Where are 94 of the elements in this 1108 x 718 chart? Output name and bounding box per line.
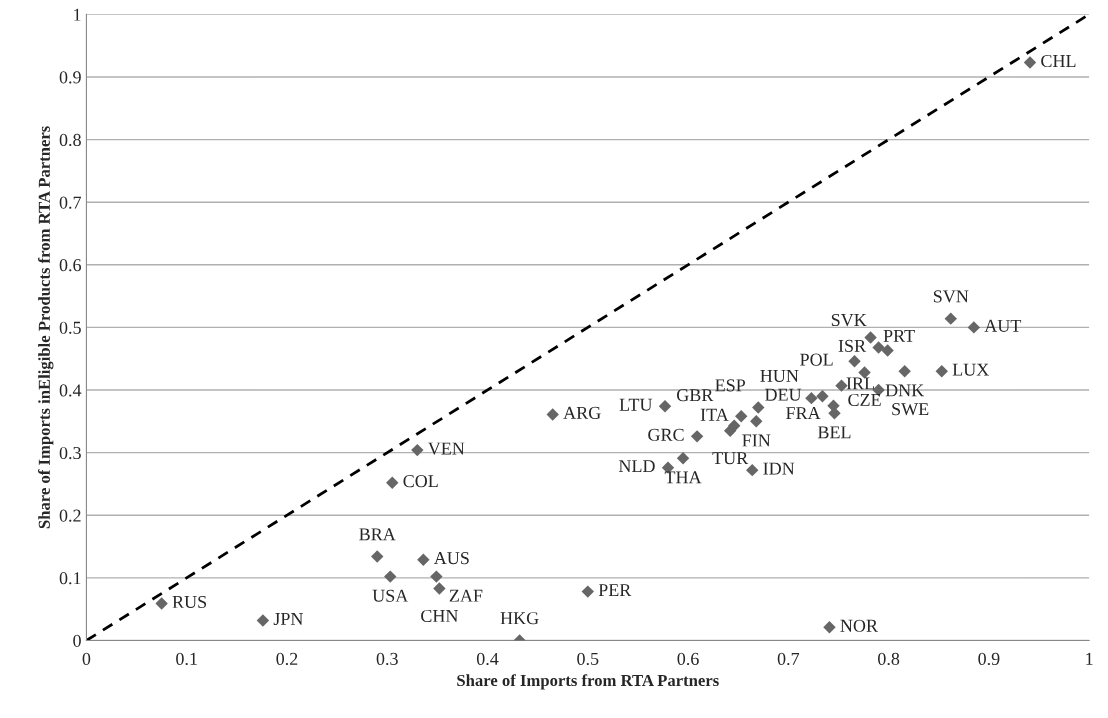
annotation: USA — [372, 589, 409, 602]
annotation: AUS — [433, 552, 469, 565]
annotation: ITA — [700, 408, 729, 421]
point — [752, 401, 765, 414]
y-tick-label: 0.3 — [59, 446, 81, 460]
y-tick-label: 0.1 — [59, 572, 81, 585]
annotation: IRL — [846, 377, 874, 390]
annotation: HKG — [500, 612, 539, 625]
point — [967, 321, 981, 334]
annotation: GBR — [676, 389, 714, 402]
annotation: ARG — [563, 406, 601, 419]
x-tick-label: 0.6 — [677, 652, 699, 666]
annotation: LUX — [952, 363, 989, 376]
point — [433, 582, 446, 595]
annotation: CZE — [848, 393, 881, 407]
point — [386, 476, 399, 489]
point — [690, 430, 704, 443]
x-tick-label: 0.7 — [777, 652, 800, 666]
annotation: FRA — [786, 407, 821, 419]
y-tick-label: 0.8 — [59, 133, 81, 147]
annotation: POL — [800, 353, 833, 366]
x-tick-label: 1 — [1086, 652, 1093, 665]
point — [735, 410, 748, 423]
annotation: TUR — [712, 452, 749, 465]
point — [750, 415, 763, 428]
y-tick-label: 0.2 — [59, 509, 81, 522]
x-axis-title: Share of Imports from RTA Partners — [457, 674, 719, 690]
x-tick-label: 0.5 — [577, 652, 599, 666]
annotation: CHL — [1041, 54, 1076, 68]
annotation: ESP — [715, 379, 746, 392]
annotation: NOR — [840, 619, 878, 632]
x-tick-label: 0 — [82, 652, 91, 665]
point — [746, 463, 759, 477]
x-tick-label: 0.1 — [176, 652, 197, 666]
point — [676, 452, 690, 465]
point — [411, 443, 424, 457]
annotation: ISR — [838, 339, 867, 352]
y-tick-label: 0.9 — [59, 71, 81, 84]
annotation: GRC — [648, 428, 684, 441]
y-tick-label: 0.5 — [59, 321, 81, 334]
annotation: DEU — [765, 388, 802, 401]
point — [723, 424, 737, 437]
annotation: AUT — [984, 319, 1022, 332]
point — [944, 312, 957, 325]
point — [581, 585, 595, 598]
annotation: HUN — [760, 369, 799, 382]
point — [546, 408, 559, 421]
annotation: RUS — [172, 595, 207, 609]
x-tick-label: 0.8 — [878, 652, 900, 666]
annotation: FIN — [742, 434, 771, 447]
y-tick-label: 0.4 — [59, 384, 82, 397]
annotation: SVN — [933, 290, 969, 303]
point — [935, 365, 948, 378]
y-tick-label: 0.7 — [59, 196, 82, 209]
annotation: NLD — [618, 460, 655, 473]
annotation: LTU — [619, 398, 653, 411]
x-tick-label: 0.9 — [978, 652, 1000, 666]
y-tick-label: 0 — [73, 634, 81, 647]
point — [848, 355, 861, 368]
y-axis-title: Share of Imports inEligible Products from RTA Partners — [38, 126, 54, 529]
annotation: COL — [403, 475, 438, 488]
annotation: IDN — [763, 462, 795, 475]
annotation: BRA — [359, 528, 396, 541]
point — [430, 570, 443, 583]
annotation: VEN — [427, 442, 465, 455]
annotation: SVK — [831, 313, 867, 327]
annotation: JPN — [273, 612, 304, 625]
annotation: PRT — [883, 329, 915, 342]
point — [384, 570, 397, 583]
point — [816, 390, 829, 403]
annotation: DNK — [885, 384, 925, 397]
point — [256, 614, 270, 627]
x-tick-label: 0.3 — [376, 652, 398, 666]
annotation: THA — [664, 471, 702, 484]
x-tick-label: 0.2 — [276, 652, 298, 666]
annotation: PER — [598, 584, 632, 596]
point — [658, 400, 672, 413]
point — [805, 391, 818, 405]
point — [371, 550, 384, 563]
point — [417, 553, 430, 566]
point — [155, 597, 168, 610]
annotation: SWE — [892, 403, 929, 416]
annotation: CHN — [421, 609, 459, 623]
point — [881, 344, 894, 357]
point — [864, 331, 877, 344]
point — [1023, 56, 1037, 69]
y-tick-label: 1 — [74, 8, 81, 21]
x-tick-label: 0.4 — [476, 652, 499, 666]
annotation: ZAF — [449, 589, 483, 602]
annotation: BEL — [817, 426, 851, 439]
point — [872, 341, 885, 354]
y-tick-label: 0.6 — [59, 259, 82, 272]
point — [823, 621, 836, 634]
point — [898, 365, 911, 378]
